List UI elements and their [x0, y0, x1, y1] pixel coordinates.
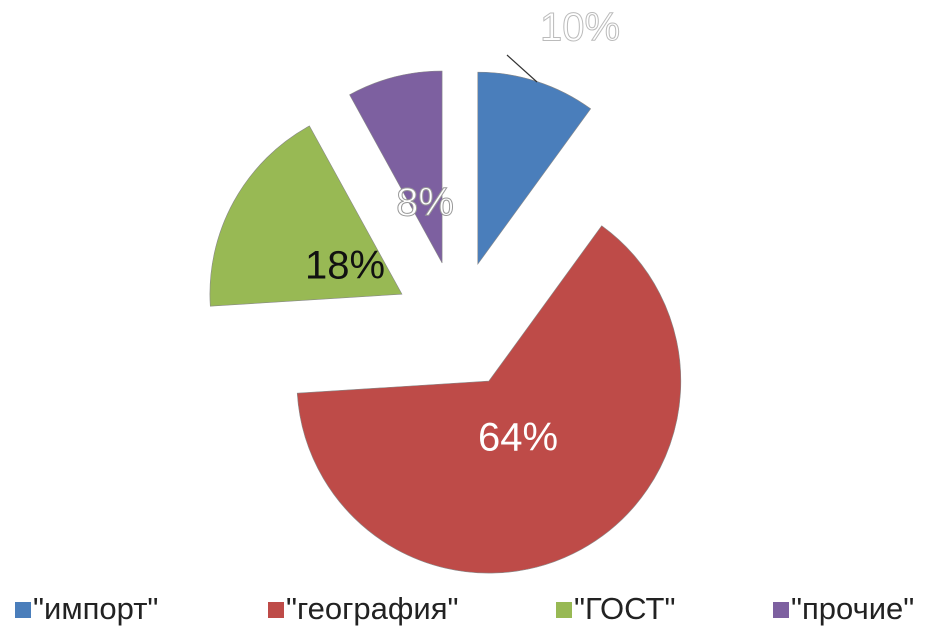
legend-label: "импорт": [33, 591, 158, 626]
legend-swatch: [556, 602, 572, 618]
legend-label: "ГОСТ": [574, 591, 675, 626]
pie-slice: [209, 125, 403, 307]
legend-swatch: [773, 602, 789, 618]
leader-line: [506, 54, 538, 83]
pie-slice: [296, 225, 682, 574]
legend-swatch: [268, 602, 284, 618]
value-label: 8%: [396, 181, 454, 225]
value-label: 10%: [540, 6, 620, 50]
value-label: 18%: [305, 244, 385, 288]
value-label: 64%: [478, 416, 558, 460]
legend-label: "прочие": [791, 591, 914, 626]
pie-slice: [477, 71, 592, 266]
legend-label: "география": [286, 591, 459, 626]
pie-slice: [349, 70, 443, 264]
legend-swatch: [15, 602, 31, 618]
